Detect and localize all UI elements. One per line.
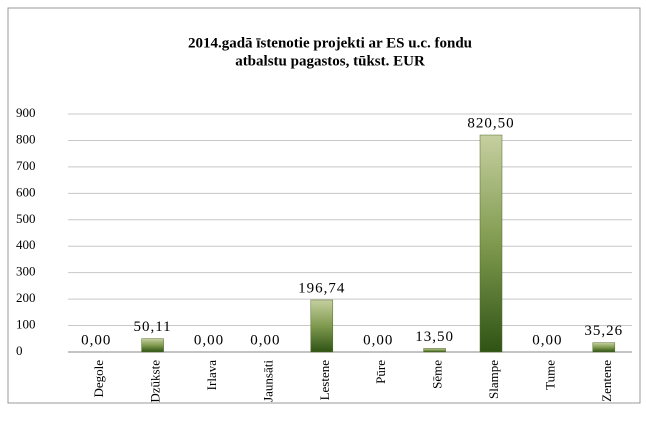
x-tick-label: Tume: [542, 360, 557, 390]
x-tick-label: Slampe: [486, 360, 501, 399]
y-tick-label: 800: [16, 131, 36, 146]
y-tick-label: 100: [16, 317, 36, 332]
y-tick-label: 600: [16, 184, 36, 199]
bar: [310, 299, 334, 353]
x-tick-label: Dzūkste: [148, 360, 163, 403]
x-tick-label: Sēme: [430, 360, 445, 389]
y-tick-label: 200: [16, 290, 36, 305]
bar: [141, 338, 164, 353]
y-tick-label: 500: [16, 211, 36, 226]
x-tick-label: Jaunsāti: [260, 360, 275, 402]
value-label: 0,00: [250, 332, 280, 348]
value-label: 35,26: [584, 323, 623, 339]
value-label: 13,50: [415, 329, 454, 345]
value-label: 0,00: [194, 332, 224, 348]
chart-title: atbalstu pagastos, tūkst. EUR: [235, 53, 425, 69]
bar: [479, 134, 503, 353]
x-tick-label: Degole: [91, 360, 106, 398]
y-tick-label: 400: [16, 237, 36, 252]
bar: [592, 342, 616, 353]
x-tick-label: Irlava: [204, 360, 219, 391]
y-tick-label: 900: [16, 105, 36, 120]
value-label: 0,00: [81, 332, 111, 348]
x-tick-label: Lestene: [317, 360, 332, 401]
y-tick-label: 300: [16, 264, 36, 279]
value-label: 0,00: [532, 332, 562, 348]
y-tick-label: 700: [16, 158, 36, 173]
value-label: 0,00: [363, 332, 393, 348]
value-label: 196,74: [298, 280, 345, 296]
chart-title: 2014.gadā īstenotie projekti ar ES u.c. …: [188, 35, 472, 51]
x-tick-label: Pūre: [373, 360, 388, 384]
x-tick-label: Zentene: [599, 360, 614, 402]
value-label: 50,11: [133, 319, 171, 335]
value-label: 820,50: [467, 115, 514, 131]
bar: [423, 348, 446, 353]
y-tick-label: 0: [16, 343, 23, 358]
